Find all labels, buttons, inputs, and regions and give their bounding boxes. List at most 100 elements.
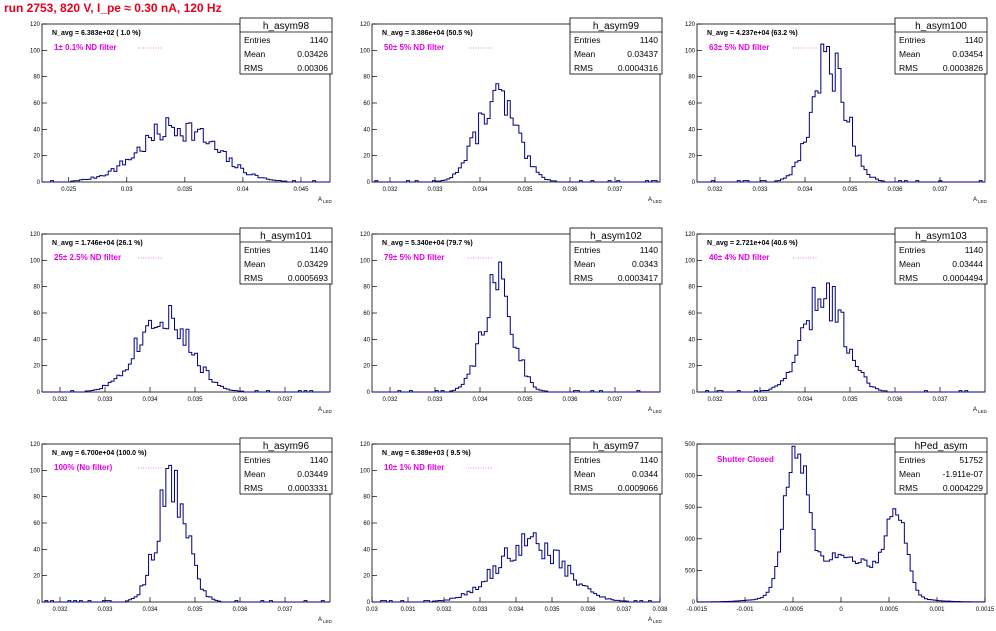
x-tick-label: 0.025: [61, 187, 77, 193]
stats-label-rms: RMS: [574, 483, 593, 493]
x-tick-label: 0.033: [427, 397, 443, 403]
x-tick-label: 0.034: [797, 397, 813, 403]
y-tick-label: 120: [685, 22, 696, 28]
run-title: run 2753, 820 V, I_pe ≈ 0.30 nA, 120 Hz: [4, 1, 222, 15]
histogram-name: hPed_asym: [915, 441, 968, 452]
x-tick-label: 0.035: [177, 187, 193, 193]
y-tick-label: 0: [367, 600, 371, 606]
stats-value-rms: 0.0003826: [943, 63, 983, 73]
y-tick-label: 100: [30, 258, 41, 264]
x-tick-label: 0.034: [142, 397, 158, 403]
x-tick-label: 0.037: [607, 397, 623, 403]
navg-label: N_avg = 6.389e+03 ( 9.5 %): [382, 450, 471, 457]
histogram-line: [42, 117, 330, 183]
x-tick-label: 0.0005: [880, 607, 899, 613]
histogram-pad-h_asym103: 0.032 0.033 0.034 0.035 0.036 0.037 0 20 40 60 80 1…: [679, 226, 996, 416]
y-tick-label: 40: [363, 337, 370, 343]
y-tick-label: 20: [363, 364, 370, 370]
x-tick-label: 0.045: [293, 187, 309, 193]
x-tick-label: 0.035: [842, 187, 858, 193]
filter-label: 40± 4% ND filter: [709, 253, 769, 262]
stats-label-mean: Mean: [899, 49, 921, 59]
stats-label-rms: RMS: [244, 483, 263, 493]
x-tick-label: 0.036: [887, 397, 903, 403]
x-axis-title: A: [973, 197, 977, 203]
y-tick-label: 120: [30, 442, 41, 448]
histogram-svg: 0.032 0.033 0.034 0.035 0.036 0.037 0 20 40 60 80 1…: [679, 17, 988, 204]
y-tick-label: 60: [33, 311, 40, 317]
y-tick-label: 100: [685, 48, 696, 54]
stats-value-entries: 1140: [965, 245, 984, 255]
stats-box: [894, 17, 988, 75]
histogram-line: [42, 464, 330, 603]
histogram-pad-h_asym98: 0.0250.030.0350.040.045020406080100120Ev…: [24, 16, 350, 206]
y-tick-label: 60: [33, 101, 40, 107]
y-tick-label: 80: [363, 75, 370, 81]
histogram-name: h_asym97: [593, 441, 640, 452]
stats-value-mean: 0.03429: [297, 259, 328, 269]
stats-value-entries: 51752: [959, 455, 983, 465]
x-tick-label: -0.0005: [783, 607, 804, 613]
y-tick-label: 0: [37, 600, 41, 606]
x-tick-label: 0.032: [52, 397, 68, 403]
histogram-name: h_asym98: [263, 21, 310, 32]
histogram-svg: 0.032 0.033 0.034 0.035 0.036 0.037 0 20 40 60 80 1…: [24, 437, 333, 624]
stats-label-entries: Entries: [574, 35, 600, 45]
y-tick-label: 120: [30, 22, 41, 28]
stats-value-entries: 1140: [965, 35, 984, 45]
stats-value-entries: 1140: [310, 455, 329, 465]
y-tick-label: 20: [363, 574, 370, 580]
stats-box: [569, 437, 663, 495]
stats-label-mean: Mean: [899, 469, 921, 479]
histogram-name: h_asym103: [915, 231, 967, 242]
stats-box: [894, 227, 988, 285]
stats-value-rms: 0.0009066: [618, 483, 658, 493]
stats-value-rms: 0.0003331: [288, 483, 328, 493]
x-tick-label: 0.034: [508, 607, 524, 613]
stats-label-mean: Mean: [244, 259, 266, 269]
x-axis-title: A: [318, 407, 322, 413]
x-tick-label: 0.033: [427, 187, 443, 193]
y-tick-label: 0: [367, 390, 371, 396]
x-axis-subscript: LED: [978, 199, 988, 204]
stats-label-entries: Entries: [574, 245, 600, 255]
x-tick-label: 0.035: [187, 397, 203, 403]
navg-label: N_avg = 6.700e+04 (100.0 %): [52, 450, 147, 457]
y-tick-label: 120: [30, 232, 41, 238]
x-tick-label: 0.037: [277, 607, 293, 613]
histogram-name: h_asym100: [915, 21, 967, 32]
histogram-svg: 0.03 0.031 0.032 0.033 0.034 0.035 0.036 0.037 0…: [354, 437, 668, 624]
y-tick-label: 100: [30, 48, 41, 54]
stats-label-mean: Mean: [574, 259, 596, 269]
y-tick-label: 1500: [685, 505, 696, 511]
stats-label-entries: Entries: [244, 245, 270, 255]
histogram-pad-h_asym100: 0.032 0.033 0.034 0.035 0.036 0.037 0 20 40 60 80 1…: [679, 16, 996, 206]
stats-label-mean: Mean: [244, 469, 266, 479]
y-tick-label: 40: [363, 547, 370, 553]
y-tick-label: 80: [688, 75, 695, 81]
histogram-pad-hPed_asym: -0.0015 -0.001 -0.0005 0 0.0005 0.001 0.0015 0 5…: [682, 436, 996, 626]
y-tick-label: 80: [33, 285, 40, 291]
stats-value-mean: 0.03449: [297, 469, 328, 479]
y-tick-label: 20: [33, 154, 40, 160]
y-tick-label: 100: [360, 468, 371, 474]
stats-value-mean: 0.0343: [632, 259, 658, 269]
y-tick-label: 60: [688, 311, 695, 317]
stats-label-rms: RMS: [244, 273, 263, 283]
y-tick-label: 120: [360, 22, 371, 28]
x-tick-label: 0.033: [752, 187, 768, 193]
x-tick-label: 0.001: [929, 607, 945, 613]
stats-value-entries: 1140: [640, 455, 659, 465]
x-tick-label: 0.035: [842, 397, 858, 403]
filter-label: 10± 1% ND filter: [384, 463, 444, 472]
stats-value-rms: 0.0004316: [618, 63, 658, 73]
stats-label-mean: Mean: [244, 49, 266, 59]
x-axis-title: A: [648, 407, 652, 413]
x-axis-title: A: [648, 617, 652, 623]
navg-label: N_avg = 4.237e+04 (63.2 %): [707, 30, 798, 37]
x-axis-subscript: LED: [653, 199, 663, 204]
x-tick-label: 0.035: [517, 397, 533, 403]
navg-label: N_avg = 2.721e+04 (40.6 %): [707, 240, 798, 247]
stats-box: [569, 227, 663, 285]
x-tick-label: 0.037: [607, 187, 623, 193]
